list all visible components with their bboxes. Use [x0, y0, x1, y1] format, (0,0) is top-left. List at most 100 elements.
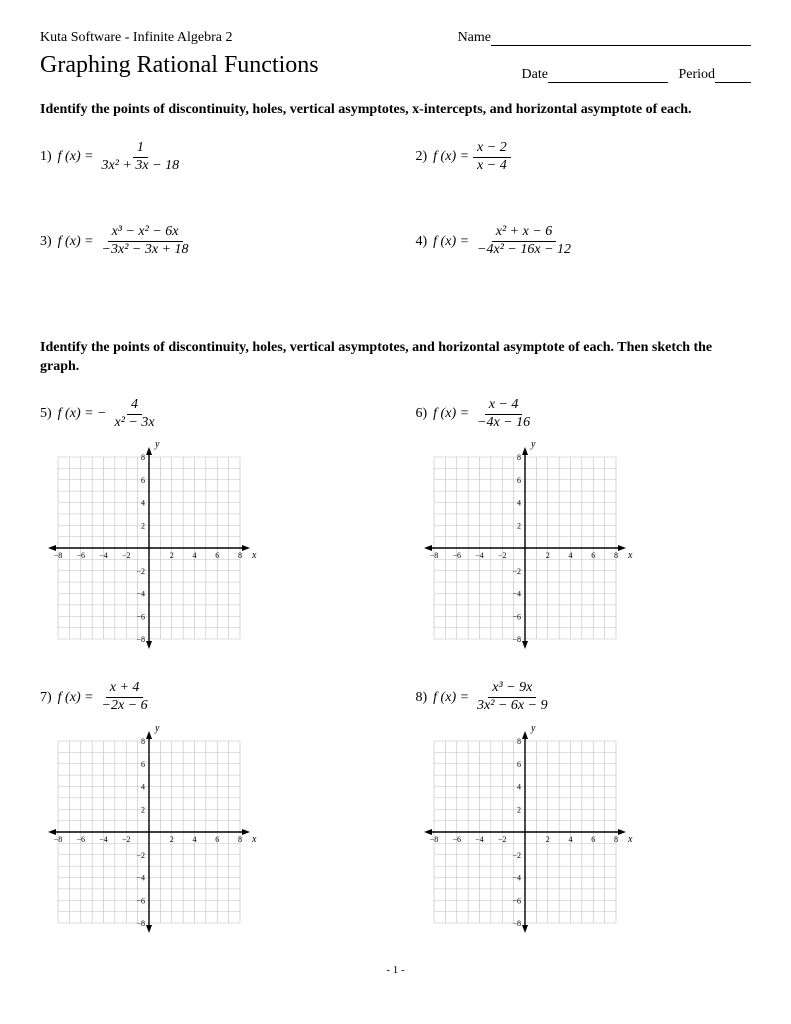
svg-text:x: x [627, 834, 633, 845]
svg-text:4: 4 [141, 783, 145, 792]
graphs-row-2: 7) f (x) = x + 4 −2x − 6 −8−6−4−22468−8−… [40, 680, 751, 946]
svg-text:2: 2 [141, 805, 145, 814]
svg-text:x: x [251, 834, 257, 845]
svg-text:4: 4 [193, 835, 197, 844]
svg-text:6: 6 [215, 551, 219, 560]
svg-text:−8: −8 [429, 835, 438, 844]
software-name: Kuta Software - Infinite Algebra 2 [40, 30, 232, 46]
svg-text:8: 8 [141, 453, 145, 462]
period-underline[interactable] [715, 69, 751, 83]
problem-2: 2) f (x) = x − 2 x − 4 [416, 140, 752, 175]
name-field: Name [458, 30, 751, 46]
instruction-2: Identify the points of discontinuity, ho… [40, 339, 751, 377]
problem-6: 6) f (x) = x − 4 −4x − 16 −8−6−4−22468−8… [416, 397, 752, 663]
page-title: Graphing Rational Functions [40, 52, 319, 79]
svg-text:−4: −4 [475, 835, 484, 844]
svg-text:−2: −2 [122, 551, 131, 560]
svg-text:y: y [530, 439, 536, 450]
svg-text:4: 4 [568, 835, 572, 844]
svg-text:−2: −2 [497, 835, 506, 844]
svg-text:−2: −2 [512, 851, 521, 860]
svg-text:−4: −4 [512, 874, 521, 883]
svg-text:−6: −6 [136, 896, 145, 905]
svg-text:−8: −8 [512, 919, 521, 928]
svg-text:4: 4 [193, 551, 197, 560]
problem-3: 3) f (x) = x³ − x² − 6x −3x² − 3x + 18 [40, 224, 376, 259]
name-underline[interactable] [491, 32, 751, 46]
svg-text:2: 2 [170, 835, 174, 844]
problems-row-2: 3) f (x) = x³ − x² − 6x −3x² − 3x + 18 4… [40, 224, 751, 259]
coordinate-grid[interactable]: −8−6−4−22468−8−6−4−22468xy [40, 439, 376, 662]
svg-text:−4: −4 [99, 835, 108, 844]
problem-1: 1) f (x) = 1 3x² + 3x − 18 [40, 140, 376, 175]
svg-text:6: 6 [591, 835, 595, 844]
problem-4: 4) f (x) = x² + x − 6 −4x² − 16x − 12 [416, 224, 752, 259]
svg-text:−4: −4 [475, 551, 484, 560]
svg-text:2: 2 [545, 551, 549, 560]
svg-text:−4: −4 [512, 590, 521, 599]
svg-text:−8: −8 [54, 551, 63, 560]
svg-text:2: 2 [170, 551, 174, 560]
svg-text:2: 2 [517, 805, 521, 814]
svg-text:4: 4 [568, 551, 572, 560]
svg-text:−2: −2 [136, 567, 145, 576]
svg-text:−6: −6 [76, 551, 85, 560]
title-row: Graphing Rational Functions Date Period [40, 52, 751, 83]
instruction-1: Identify the points of discontinuity, ho… [40, 101, 751, 120]
svg-text:8: 8 [238, 835, 242, 844]
svg-text:x: x [627, 550, 633, 561]
svg-text:6: 6 [517, 476, 521, 485]
svg-text:6: 6 [141, 760, 145, 769]
svg-text:−6: −6 [76, 835, 85, 844]
svg-text:4: 4 [517, 499, 521, 508]
svg-text:2: 2 [517, 522, 521, 531]
svg-text:−8: −8 [136, 919, 145, 928]
svg-text:2: 2 [545, 835, 549, 844]
svg-text:−6: −6 [452, 835, 461, 844]
svg-text:−6: −6 [512, 896, 521, 905]
svg-text:2: 2 [141, 522, 145, 531]
svg-text:6: 6 [215, 835, 219, 844]
svg-text:−2: −2 [122, 835, 131, 844]
svg-text:y: y [530, 723, 536, 734]
svg-text:−8: −8 [512, 635, 521, 644]
svg-text:8: 8 [614, 835, 618, 844]
problems-row-1: 1) f (x) = 1 3x² + 3x − 18 2) f (x) = x … [40, 140, 751, 175]
svg-text:x: x [251, 550, 257, 561]
svg-text:−8: −8 [429, 551, 438, 560]
svg-text:4: 4 [141, 499, 145, 508]
date-period: Date Period [522, 67, 752, 83]
svg-text:−4: −4 [136, 874, 145, 883]
svg-text:−2: −2 [512, 567, 521, 576]
svg-text:y: y [154, 439, 160, 450]
date-underline[interactable] [548, 69, 668, 83]
coordinate-grid[interactable]: −8−6−4−22468−8−6−4−22468xy [40, 723, 376, 946]
svg-text:6: 6 [517, 760, 521, 769]
svg-text:−8: −8 [136, 635, 145, 644]
svg-text:−2: −2 [136, 851, 145, 860]
header-row: Kuta Software - Infinite Algebra 2 Name [40, 30, 751, 46]
svg-text:−4: −4 [136, 590, 145, 599]
svg-text:−6: −6 [512, 613, 521, 622]
page-footer: - 1 - [40, 964, 751, 976]
svg-text:−2: −2 [497, 551, 506, 560]
svg-text:−8: −8 [54, 835, 63, 844]
svg-text:4: 4 [517, 783, 521, 792]
svg-text:−6: −6 [136, 613, 145, 622]
coordinate-grid[interactable]: −8−6−4−22468−8−6−4−22468xy [416, 439, 752, 662]
svg-text:8: 8 [141, 737, 145, 746]
coordinate-grid[interactable]: −8−6−4−22468−8−6−4−22468xy [416, 723, 752, 946]
svg-text:6: 6 [591, 551, 595, 560]
svg-text:8: 8 [517, 453, 521, 462]
svg-text:6: 6 [141, 476, 145, 485]
problem-5: 5) f (x) = − 4 x² − 3x −8−6−4−22468−8−6−… [40, 397, 376, 663]
problem-7: 7) f (x) = x + 4 −2x − 6 −8−6−4−22468−8−… [40, 680, 376, 946]
problem-8: 8) f (x) = x³ − 9x 3x² − 6x − 9 −8−6−4−2… [416, 680, 752, 946]
svg-text:8: 8 [614, 551, 618, 560]
svg-text:8: 8 [238, 551, 242, 560]
svg-text:y: y [154, 723, 160, 734]
graphs-row-1: 5) f (x) = − 4 x² − 3x −8−6−4−22468−8−6−… [40, 397, 751, 663]
svg-text:−6: −6 [452, 551, 461, 560]
svg-text:8: 8 [517, 737, 521, 746]
svg-text:−4: −4 [99, 551, 108, 560]
